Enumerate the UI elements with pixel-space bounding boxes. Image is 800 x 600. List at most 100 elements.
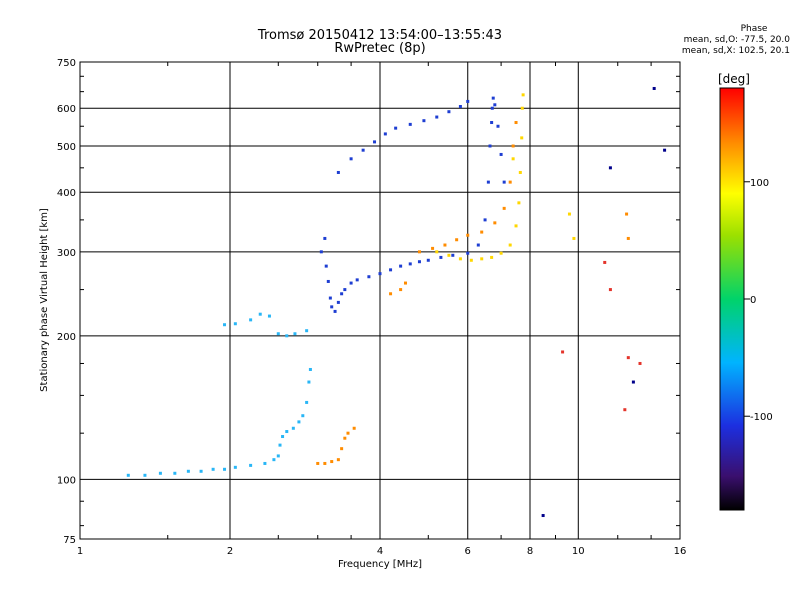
data-point [638,361,642,365]
data-point [567,212,571,216]
data-point [340,447,344,451]
data-point [435,115,439,119]
data-point [389,292,393,296]
phase-stat-o: mean, sd,O: -77.5, 20.0 [683,35,790,45]
data-point [383,132,387,136]
colorbar: [deg] 100 0 -100 [718,72,773,511]
data-point [511,144,515,148]
y-axis-label: Stationary phase Virtual Height [km] [39,208,50,392]
data-point [249,463,253,467]
data-point [561,350,565,354]
data-point [499,251,503,255]
data-point [323,236,327,240]
data-point [417,250,421,254]
data-point [493,103,497,107]
data-point [458,257,462,261]
data-point [336,300,340,304]
data-point [458,105,462,109]
data-point [403,281,407,285]
data-point [373,140,377,144]
data-point [389,268,393,272]
data-point [496,124,500,128]
data-point [263,461,267,465]
data-point [223,467,227,471]
data-point [508,243,512,247]
chart-title: Tromsø 20150412 13:54:00–13:55:43 [257,28,503,43]
y-tick-label: 750 [57,58,76,69]
data-point [343,288,347,292]
data-point [493,221,497,225]
y-tick-label: 75 [63,535,76,546]
data-point [490,121,494,125]
data-point [483,218,487,222]
data-point [517,201,521,205]
data-point [305,329,309,333]
data-point [623,408,627,412]
data-point [486,180,490,184]
data-point [291,426,295,430]
data-point [502,180,506,184]
data-point [267,314,271,318]
data-point [480,230,484,234]
data-point [608,288,612,292]
data-point [541,514,545,518]
data-point [316,461,320,465]
colorbar-tick-label: -100 [750,412,773,423]
data-point [652,86,656,90]
data-point [431,246,435,250]
x-tick-label: 2 [227,546,233,557]
data-point [323,461,327,465]
data-point [663,148,667,152]
x-tick-label: 6 [465,546,471,557]
data-point [199,469,203,473]
data-point [439,255,443,259]
data-point [476,243,480,247]
data-point [278,443,282,447]
data-point [361,148,365,152]
data-point [367,275,371,279]
phase-label: Phase [740,24,768,34]
data-point [333,309,337,313]
data-point [297,420,301,424]
data-point [417,260,421,264]
data-point [346,431,350,435]
tick-layer: 1 2 4 6 8 10 16 75 100 200 300 400 500 600 750 [57,58,686,557]
data-point [249,318,253,322]
data-point [352,426,356,430]
y-tick-label: 500 [57,142,76,153]
x-tick-label: 8 [527,546,533,557]
colorbar-ticks: 100 0 -100 [744,178,773,423]
y-tick-label: 300 [57,248,76,259]
data-point [455,238,459,242]
data-point [499,152,503,156]
data-point [285,430,289,434]
data-point [435,250,439,254]
x-tick-label: 10 [572,546,585,557]
data-point [258,312,262,316]
data-point [349,157,353,161]
data-point [330,305,334,309]
data-point [469,258,473,262]
data-point [603,260,607,264]
data-point [126,473,130,477]
data-point [572,236,576,240]
data-point [233,465,237,469]
data-point [466,233,470,237]
x-tick-label: 16 [674,546,687,557]
data-points [126,86,667,518]
data-point [518,170,522,174]
data-point [520,106,524,110]
data-point [511,157,515,161]
data-point [307,380,311,384]
data-point [488,144,492,148]
data-point [319,250,323,254]
data-point [480,257,484,261]
data-point [328,296,332,300]
chart-subtitle: RwPretec (8p) [334,41,426,56]
data-point [394,126,398,130]
x-tick-label: 1 [77,546,83,557]
data-point [355,278,359,282]
data-point [326,279,330,283]
y-tick-label: 600 [57,104,76,115]
data-point [186,469,190,473]
